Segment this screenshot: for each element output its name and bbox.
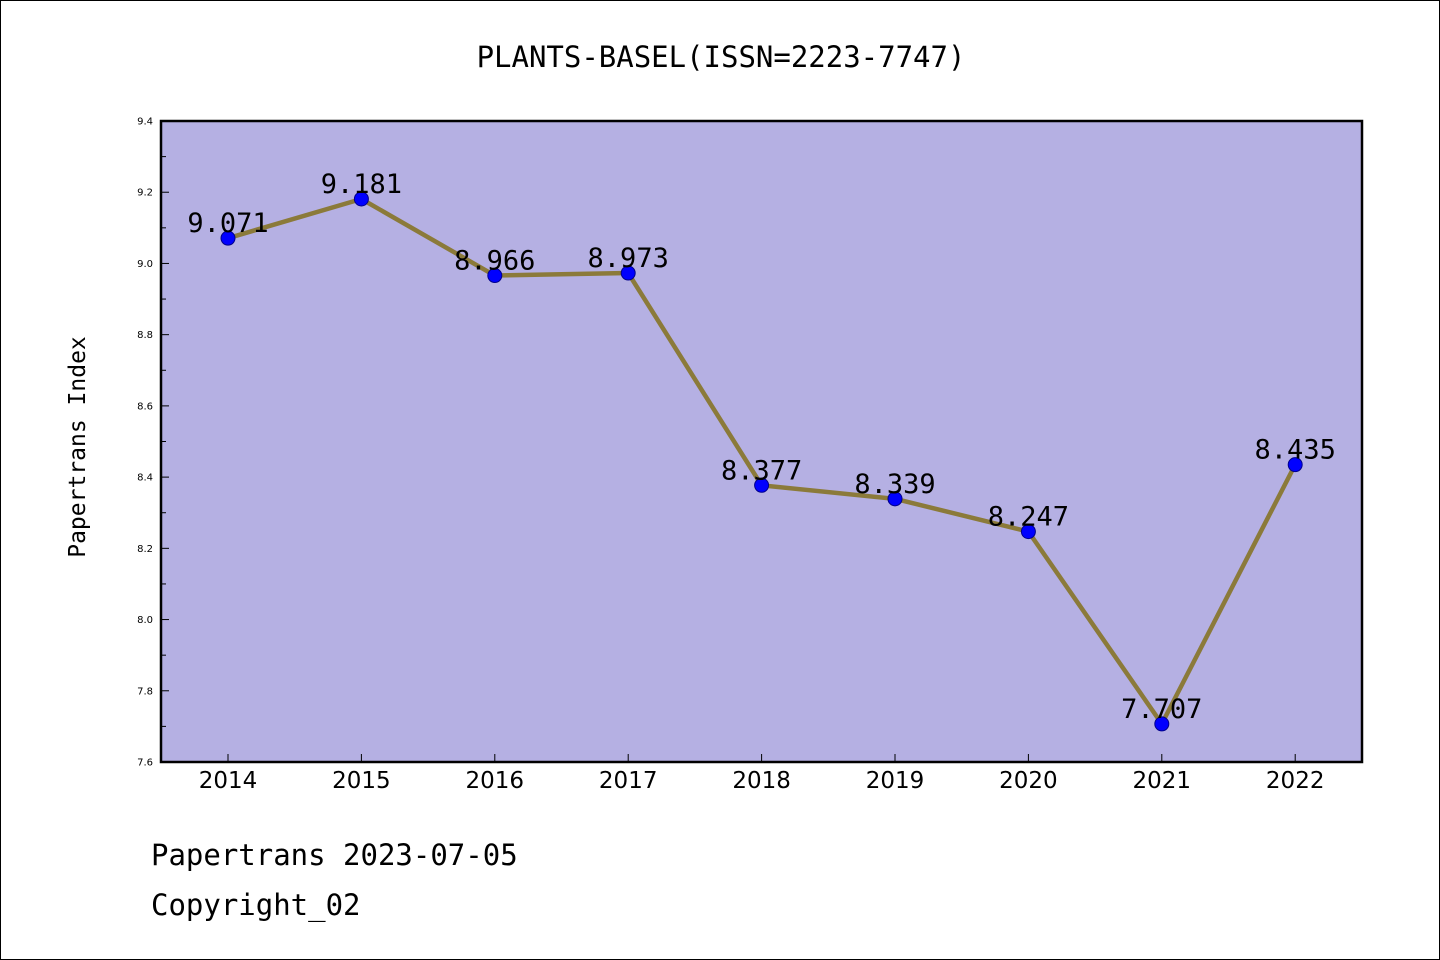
y-tick-label: 9.2 <box>137 188 153 199</box>
footer-copyright: Copyright_02 <box>151 888 361 923</box>
data-label: 8.966 <box>454 246 535 277</box>
data-label: 9.181 <box>321 169 402 200</box>
y-axis: 7.6 7.8 8.0 8.2 8.4 8.6 8.8 9.0 9.2 9.4 <box>137 117 169 769</box>
x-tick-label: 2021 <box>1133 768 1192 794</box>
data-point <box>887 491 903 507</box>
x-tick-label: 2020 <box>999 768 1058 794</box>
data-point <box>754 477 770 493</box>
footer-date: Papertrans 2023-07-05 <box>151 838 518 872</box>
data-label: 7.707 <box>1121 694 1202 725</box>
x-axis: 2014 2015 2016 2017 2018 2019 2020 2021 2022 <box>199 754 1325 794</box>
x-tick-label: 2022 <box>1266 768 1325 794</box>
x-tick-label: 2019 <box>866 768 925 794</box>
y-tick-label: 9.0 <box>137 259 153 270</box>
y-axis-label: Papertrans Index <box>65 336 91 558</box>
y-tick-label: 8.6 <box>137 401 153 412</box>
data-label: 8.339 <box>854 469 935 500</box>
marker-group <box>220 191 1303 732</box>
x-tick-label: 2017 <box>599 768 658 794</box>
x-tick-label: 2015 <box>332 768 391 794</box>
data-label: 8.973 <box>588 243 669 274</box>
data-point <box>1287 457 1303 473</box>
data-label: 8.377 <box>721 455 802 486</box>
chart-title: PLANTS-BASEL(ISSN=2223-7747) <box>477 40 966 74</box>
data-point <box>220 230 236 246</box>
data-point <box>1154 716 1170 732</box>
y-tick-label: 8.0 <box>137 615 153 626</box>
y-tick-label: 8.4 <box>137 473 153 484</box>
y-tick-label: 8.8 <box>137 330 153 341</box>
y-tick-label: 7.8 <box>137 686 153 697</box>
x-tick-label: 2014 <box>199 768 258 794</box>
data-point <box>620 265 636 281</box>
data-label: 9.071 <box>187 208 268 239</box>
data-label: 8.247 <box>988 502 1069 533</box>
data-point <box>487 268 503 284</box>
plot-frame <box>159 119 1364 764</box>
y-tick-label: 8.2 <box>137 544 153 555</box>
y-tick-label: 7.6 <box>137 758 153 769</box>
data-label-group: 9.071 9.181 8.966 8.973 8.377 8.339 8.247 7.707… <box>187 169 1335 725</box>
data-point <box>353 191 369 207</box>
x-tick-label: 2016 <box>466 768 525 794</box>
plot-area <box>161 121 1362 762</box>
data-point <box>1020 524 1036 540</box>
y-tick-label: 9.4 <box>137 117 153 128</box>
data-label: 8.435 <box>1255 435 1336 466</box>
x-tick-label: 2018 <box>732 768 791 794</box>
